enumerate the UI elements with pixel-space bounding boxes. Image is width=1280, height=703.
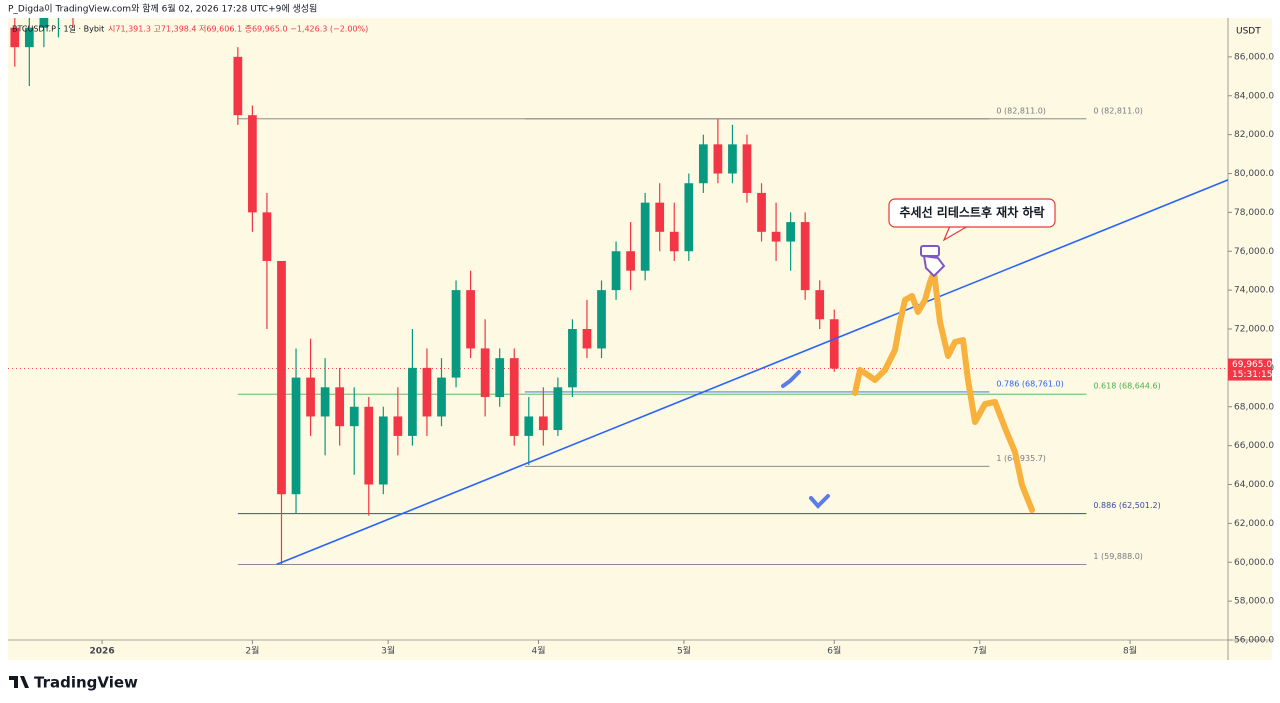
candle-body <box>713 144 723 174</box>
candle-body <box>640 202 650 271</box>
check-mark <box>781 370 801 388</box>
candle-body <box>320 387 330 417</box>
candle-body <box>422 367 432 417</box>
candle-body <box>568 329 577 388</box>
x-tick-label: 8월 <box>1123 645 1137 657</box>
y-tick-label: 64,000.0 <box>1234 480 1274 490</box>
x-tick-label: 2월 <box>245 645 259 657</box>
candle-body <box>466 290 475 349</box>
fib-label: 0.618 (68,644.6) <box>1093 382 1160 391</box>
fib-label: 1 (64,935.7) <box>996 454 1046 463</box>
y-tick-label: 56,000.0 <box>1234 636 1274 646</box>
candle-body <box>626 251 635 271</box>
x-tick-label: 5월 <box>677 645 691 657</box>
last-price-label: 69,965.0 <box>1232 360 1272 370</box>
x-tick-label: 6월 <box>827 645 841 657</box>
candle-body <box>437 377 446 417</box>
x-tick-label: 3월 <box>381 645 395 657</box>
y-tick-label: 72,000.0 <box>1234 325 1274 335</box>
candle-body <box>233 56 243 116</box>
candle-body <box>771 231 781 242</box>
y-tick-label: 86,000.0 <box>1234 52 1274 62</box>
candle-body <box>655 202 665 232</box>
y-tick-label: 82,000.0 <box>1234 130 1274 140</box>
candle-body <box>291 377 301 495</box>
x-tick-label: 2026 <box>90 647 115 657</box>
callout-box <box>888 198 1056 228</box>
candle-body <box>24 27 34 48</box>
candle-body <box>480 348 490 398</box>
candle-body <box>10 27 20 48</box>
candle-body <box>306 377 315 417</box>
y-tick-label: 66,000.0 <box>1234 441 1274 451</box>
hand-icon <box>920 245 946 278</box>
candle-body <box>728 144 737 174</box>
candle-body <box>451 290 461 378</box>
brand-logo <box>9 676 29 688</box>
y-tick-label: 84,000.0 <box>1234 91 1274 101</box>
candle-body <box>698 144 708 184</box>
last-price-timer: 15:31:15 <box>1232 370 1272 380</box>
x-tick-label: 4월 <box>531 645 545 657</box>
candle-body <box>757 192 766 232</box>
fib-label: 0 (82,811.0) <box>1093 106 1143 115</box>
y-tick-label: 74,000.0 <box>1234 286 1274 296</box>
y-tick-label: 76,000.0 <box>1234 247 1274 257</box>
fib-label: 0.786 (68,761.0) <box>996 379 1063 388</box>
candle-body <box>611 251 621 291</box>
y-tick-label: 78,000.0 <box>1234 208 1274 218</box>
candle-body <box>393 416 403 436</box>
candle-body <box>815 290 825 320</box>
candle-body <box>408 367 417 436</box>
y-tick-label: 60,000.0 <box>1234 558 1274 568</box>
x-tick-label: 7월 <box>973 645 987 657</box>
currency: USDT <box>1236 27 1261 37</box>
check-mark <box>809 494 830 509</box>
candle-body <box>349 406 359 427</box>
candle-body <box>335 387 345 427</box>
candle-body <box>786 222 795 242</box>
trendline <box>276 179 1228 566</box>
fib-label: 0 (82,811.0) <box>996 106 1046 115</box>
candle-body <box>277 260 286 495</box>
annotation: 추세선 리테스트후 재차 하락 <box>899 205 1044 220</box>
y-tick-label: 62,000.0 <box>1234 519 1274 529</box>
candle-body <box>597 290 606 349</box>
candle-body <box>582 329 592 349</box>
candle-body <box>553 387 563 431</box>
y-tick-label: 58,000.0 <box>1234 597 1274 607</box>
candle-body <box>248 115 257 213</box>
y-tick-label: 68,000.0 <box>1234 402 1274 412</box>
candle-body <box>538 416 548 431</box>
ohlc: 시71,391.3 고71,398.4 저69,606.1 종69,965.0 … <box>108 25 368 34</box>
candle-body <box>742 144 752 193</box>
fib-label: 0.886 (62,501.2) <box>1093 501 1160 510</box>
candle-body <box>669 231 679 252</box>
candle-body <box>378 416 388 485</box>
candle-body <box>495 358 505 398</box>
last-price-box <box>1228 358 1272 381</box>
plot: 0 (82,811.0) 0.618 (68,644.6) 0.886 (62,50… <box>8 18 1228 566</box>
candle-body <box>684 183 694 252</box>
y-tick-label: 80,000.0 <box>1234 169 1274 179</box>
candle-body <box>509 358 519 436</box>
candle-body <box>829 319 839 369</box>
candle-body <box>524 416 534 436</box>
fib-label: 1 (59,888.0) <box>1093 552 1143 561</box>
candle-body <box>39 18 49 28</box>
overlay: 추세선 리테스트후 재차 하락 <box>781 198 1056 513</box>
brand: TradingView <box>34 674 138 692</box>
chart-bg <box>8 18 1272 660</box>
candle-body <box>800 222 810 291</box>
symbol: BTCUSDT.P · 1일 · Bybit <box>12 25 104 34</box>
candle-body <box>364 406 374 485</box>
credit: P_Digda이 TradingView.com와 함께 6월 02, 2026… <box>8 3 317 15</box>
candle-body <box>262 212 272 261</box>
